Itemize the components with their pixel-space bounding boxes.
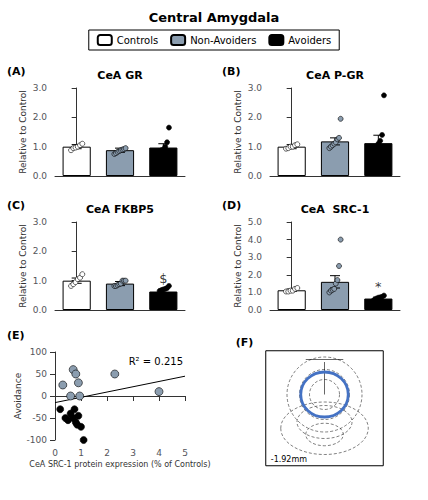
svg-text:0.0: 0.0	[248, 305, 263, 315]
svg-text:R² = 0.215: R² = 0.215	[129, 356, 183, 367]
svg-text:0.0: 0.0	[33, 305, 48, 315]
svg-text:5: 5	[182, 448, 188, 458]
svg-text:-50: -50	[32, 413, 47, 423]
svg-text:CeA FKBP5: CeA FKBP5	[86, 203, 154, 216]
svg-text:-100: -100	[27, 435, 48, 445]
svg-text:3.0: 3.0	[248, 252, 263, 262]
svg-text:50: 50	[36, 369, 48, 379]
svg-text:CeA GR: CeA GR	[97, 69, 143, 82]
svg-text:4: 4	[156, 448, 162, 458]
svg-text:3.0: 3.0	[33, 217, 48, 227]
svg-text:3.0: 3.0	[33, 83, 48, 93]
svg-text:Non-Avoiders: Non-Avoiders	[190, 35, 256, 46]
svg-text:5.0: 5.0	[248, 217, 263, 227]
svg-text:3: 3	[130, 448, 136, 458]
svg-text:CeA P-GR: CeA P-GR	[306, 69, 364, 82]
svg-text:2.0: 2.0	[248, 270, 263, 280]
svg-text:1.0: 1.0	[33, 142, 48, 152]
svg-text:Relative to Control: Relative to Control	[233, 90, 243, 174]
svg-text:3.0: 3.0	[248, 83, 263, 93]
svg-text:1.0: 1.0	[248, 142, 263, 152]
svg-text:(F): (F)	[236, 336, 254, 349]
svg-text:Relative to Control: Relative to Control	[18, 224, 28, 308]
svg-text:(E): (E)	[7, 329, 25, 342]
svg-text:100: 100	[30, 347, 47, 357]
svg-text:2: 2	[104, 448, 110, 458]
svg-text:Central Amygdala: Central Amygdala	[149, 10, 280, 25]
svg-text:Avoiders: Avoiders	[288, 35, 331, 46]
svg-text:1: 1	[78, 448, 84, 458]
svg-text:2.0: 2.0	[33, 246, 48, 256]
svg-text:(B): (B)	[222, 65, 240, 78]
svg-text:CeA SRC-1 protein expression (: CeA SRC-1 protein expression (% of Contr…	[29, 460, 210, 469]
svg-text:0.0: 0.0	[33, 171, 48, 181]
svg-text:Avoidance: Avoidance	[13, 372, 23, 419]
svg-text:$: $	[159, 271, 167, 286]
svg-text:2.0: 2.0	[248, 112, 263, 122]
svg-text:*: *	[375, 279, 382, 294]
svg-text:2.0: 2.0	[33, 112, 48, 122]
svg-text:Relative to Control: Relative to Control	[18, 90, 28, 174]
svg-text:(D): (D)	[222, 199, 241, 212]
svg-text:0: 0	[41, 391, 47, 401]
svg-text:(A): (A)	[7, 65, 26, 78]
svg-text:Relative to Control: Relative to Control	[233, 224, 243, 308]
svg-text:-1.92mm: -1.92mm	[271, 455, 307, 464]
svg-text:0: 0	[52, 448, 58, 458]
svg-text:4.0: 4.0	[248, 235, 263, 245]
svg-text:CeA SRC-1: CeA SRC-1	[301, 203, 370, 216]
svg-text:1.0: 1.0	[248, 287, 263, 297]
svg-text:Controls: Controls	[117, 35, 158, 46]
svg-text:0.0: 0.0	[248, 171, 263, 181]
svg-text:(C): (C)	[7, 199, 25, 212]
svg-text:1.0: 1.0	[33, 276, 48, 286]
